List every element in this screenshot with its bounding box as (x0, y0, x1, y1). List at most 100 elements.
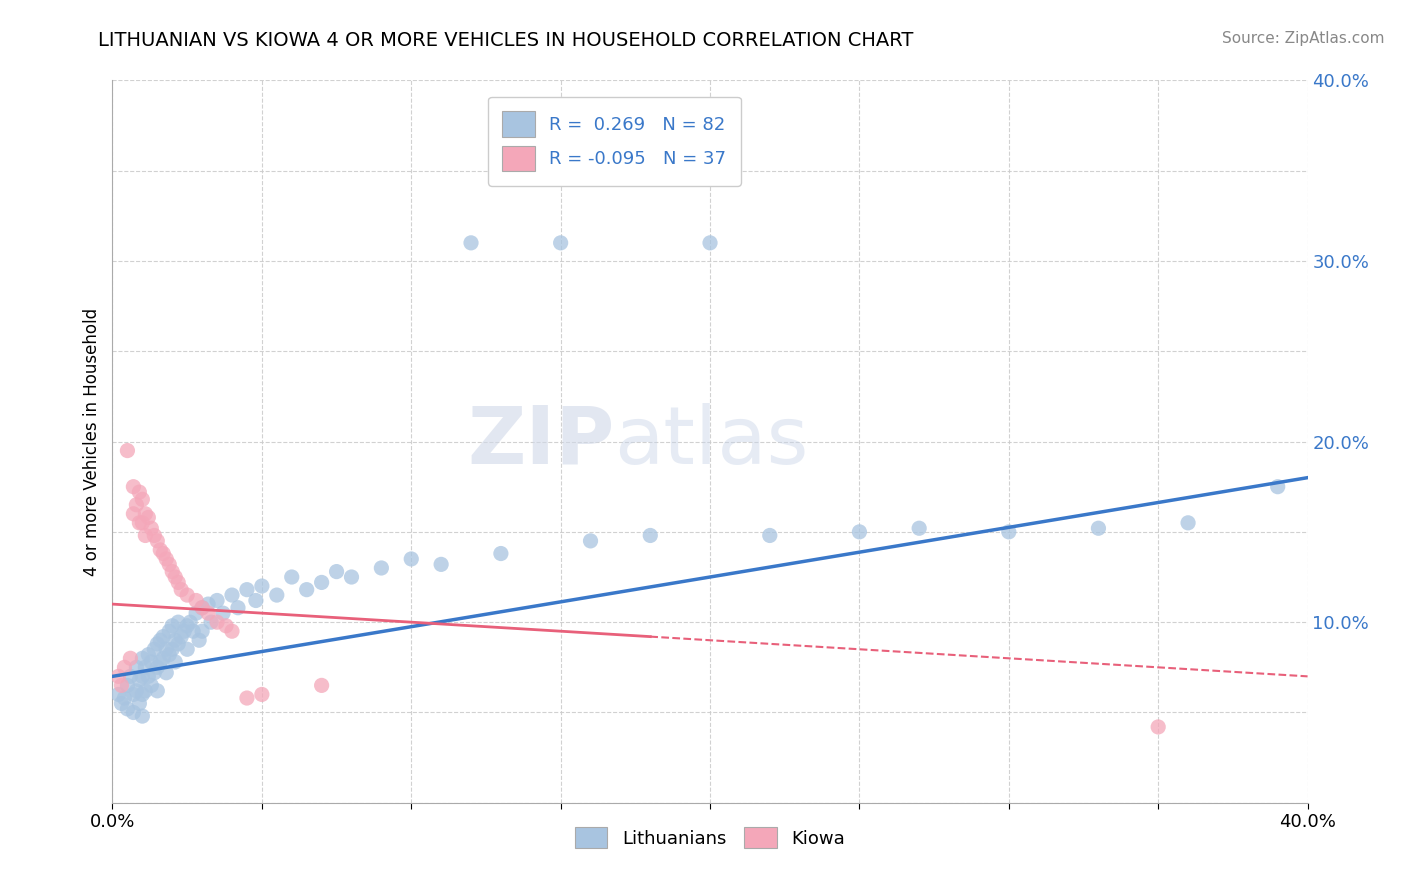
Point (221, 588, 243, 602)
Point (325, 565, 347, 579)
Point (176, 619, 198, 633)
Text: ZIP: ZIP (467, 402, 614, 481)
Point (266, 588, 288, 602)
Point (165, 633, 187, 648)
Point (128, 673, 150, 687)
Point (143, 665, 166, 680)
Point (340, 570, 363, 584)
Point (250, 687, 273, 701)
Point (125, 660, 148, 674)
Point (131, 709, 153, 723)
Point (200, 615, 222, 630)
Point (1267, 480, 1289, 494)
Point (640, 528, 662, 542)
Point (120, 669, 142, 683)
Point (131, 492, 153, 507)
Point (122, 706, 145, 720)
Point (250, 579, 273, 593)
Point (146, 660, 169, 674)
Point (134, 507, 156, 521)
Point (155, 642, 177, 657)
Point (141, 678, 163, 692)
Point (131, 651, 153, 665)
Point (125, 683, 148, 698)
Point (236, 691, 259, 706)
Point (191, 600, 214, 615)
Text: LITHUANIAN VS KIOWA 4 OR MORE VEHICLES IN HOUSEHOLD CORRELATION CHART: LITHUANIAN VS KIOWA 4 OR MORE VEHICLES I… (98, 31, 914, 50)
Point (114, 660, 135, 674)
Point (110, 678, 132, 692)
Point (186, 593, 208, 607)
Point (117, 702, 139, 716)
Point (146, 533, 169, 548)
Point (138, 510, 160, 524)
Point (176, 588, 198, 602)
Legend: Lithuanians, Kiowa: Lithuanians, Kiowa (568, 820, 852, 855)
Point (110, 697, 132, 711)
Point (141, 521, 163, 535)
Point (401, 552, 423, 566)
Point (157, 648, 180, 662)
Point (460, 235, 482, 250)
Y-axis label: 4 or more Vehicles in Household: 4 or more Vehicles in Household (83, 308, 101, 575)
Point (149, 655, 172, 669)
Point (579, 533, 602, 548)
Point (143, 642, 166, 657)
Point (122, 687, 145, 701)
Point (167, 615, 190, 630)
Point (157, 624, 180, 639)
Point (138, 669, 160, 683)
Point (295, 582, 318, 597)
Point (143, 528, 166, 542)
Point (149, 633, 172, 648)
Point (157, 558, 180, 572)
Point (149, 542, 172, 557)
Point (120, 651, 142, 665)
Point (152, 630, 174, 644)
Text: Source: ZipAtlas.com: Source: ZipAtlas.com (1222, 31, 1385, 46)
Point (550, 235, 572, 250)
Point (138, 648, 160, 662)
Point (131, 516, 153, 530)
Point (1087, 521, 1109, 535)
Point (998, 524, 1021, 539)
Point (114, 691, 135, 706)
Point (848, 524, 870, 539)
Point (311, 575, 333, 590)
Point (155, 665, 177, 680)
Point (197, 606, 219, 620)
Text: atlas: atlas (614, 402, 808, 481)
Point (191, 600, 214, 615)
Point (188, 633, 211, 648)
Point (107, 669, 129, 683)
Point (215, 619, 238, 633)
Point (181, 624, 204, 639)
Point (170, 582, 193, 597)
Point (170, 630, 193, 644)
Point (122, 480, 145, 494)
Point (221, 624, 243, 639)
Point (167, 575, 190, 590)
Point (197, 597, 219, 611)
Point (186, 606, 208, 620)
Point (311, 678, 333, 692)
Point (165, 570, 187, 584)
Point (165, 655, 187, 669)
Point (146, 637, 169, 651)
Point (152, 547, 174, 561)
Point (134, 660, 156, 674)
Point (908, 521, 931, 535)
Point (179, 615, 201, 630)
Point (155, 552, 177, 566)
Point (489, 547, 512, 561)
Point (131, 687, 153, 701)
Point (128, 697, 150, 711)
Point (236, 582, 259, 597)
Point (430, 558, 453, 572)
Point (205, 615, 228, 630)
Point (226, 600, 249, 615)
Point (173, 624, 195, 639)
Point (131, 669, 153, 683)
Point (1177, 516, 1199, 530)
Point (117, 678, 139, 692)
